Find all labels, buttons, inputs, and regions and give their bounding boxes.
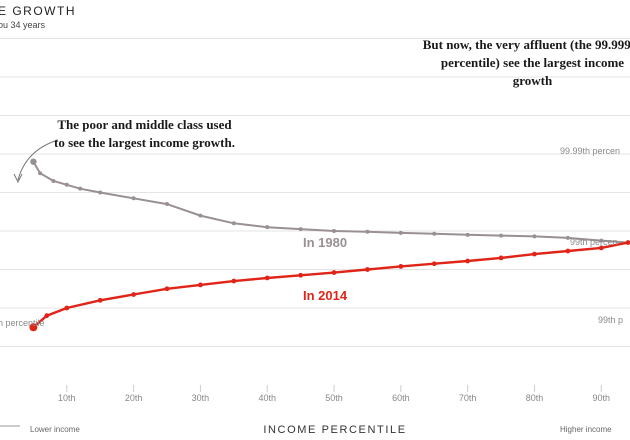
x-axis-title: INCOME PERCENTILE bbox=[263, 424, 407, 436]
right-label-99th: 99th percen bbox=[570, 237, 618, 247]
series-point-1980 bbox=[465, 232, 470, 237]
series-point-1980 bbox=[432, 231, 437, 236]
x-tick-label: 70th bbox=[459, 393, 477, 403]
higher-income-label: Higher income bbox=[560, 425, 612, 434]
series-point-2014 bbox=[298, 272, 304, 278]
annotation-arrowhead bbox=[13, 173, 23, 184]
series-point-2014 bbox=[198, 282, 203, 288]
series-point-1980 bbox=[565, 235, 570, 240]
chart-title: E GROWTH bbox=[0, 4, 76, 18]
series-line-1980 bbox=[32, 161, 629, 244]
series-point-2014 bbox=[231, 278, 237, 284]
series-point-1980 bbox=[298, 227, 303, 232]
series-point-1980 bbox=[198, 213, 203, 218]
series-point-1980 bbox=[532, 234, 537, 239]
series-label-2014: In 2014 bbox=[303, 288, 348, 303]
annotation-poor-middle-class: The poor and middle class used to see th… bbox=[54, 117, 235, 150]
x-tick-label: 30th bbox=[192, 393, 210, 403]
series-line-2014 bbox=[32, 241, 629, 329]
series-point-1980 bbox=[38, 171, 43, 176]
series-point-1980 bbox=[98, 190, 103, 195]
x-tick-label: 60th bbox=[392, 393, 410, 403]
series-point-2014 bbox=[625, 240, 630, 245]
series-point-2014 bbox=[365, 267, 370, 272]
series-point-1980 bbox=[265, 225, 270, 230]
series-point-2014 bbox=[598, 245, 604, 251]
series-point-1980 bbox=[599, 238, 604, 243]
series-point-1980 bbox=[499, 233, 504, 238]
series-point-2014 bbox=[331, 270, 337, 275]
series-point-1980 bbox=[231, 221, 236, 226]
right-label-99-99th: 99.99th percen bbox=[560, 146, 621, 156]
series-label-1980: In 1980 bbox=[303, 235, 348, 250]
series-point-2014 bbox=[565, 248, 571, 254]
x-tick-label: 80th bbox=[526, 393, 544, 403]
series-point-2014 bbox=[532, 251, 537, 257]
series-point-1980 bbox=[365, 229, 370, 234]
series-point-1980 bbox=[131, 196, 136, 201]
annotation-very-affluent: But now, the very affluent (the 99.999th… bbox=[422, 37, 630, 88]
series-point-2014 bbox=[29, 323, 38, 332]
x-axis-ticks: 10th 20th 30th 40th 50th 60th 70th 80th 90th bbox=[58, 385, 610, 403]
left-label-percentile: h percentile bbox=[0, 318, 45, 328]
chart-subtitle: ou 34 years bbox=[0, 20, 46, 30]
series-point-2014 bbox=[44, 313, 50, 319]
series-point-2014 bbox=[398, 264, 404, 269]
x-tick-label: 40th bbox=[258, 393, 276, 403]
series-point-2014 bbox=[131, 292, 137, 297]
series-point-1980 bbox=[51, 178, 56, 183]
right-label-99th-p: 99th p bbox=[598, 315, 624, 325]
series-point-1980 bbox=[332, 229, 337, 233]
x-tick-label: 50th bbox=[325, 393, 343, 403]
series-point-2014 bbox=[64, 305, 70, 311]
series-point-1980 bbox=[165, 202, 170, 207]
series-point-2014 bbox=[164, 286, 170, 292]
series-point-2014 bbox=[498, 255, 504, 261]
x-tick-label: 10th bbox=[58, 393, 76, 403]
series-point-2014 bbox=[465, 258, 471, 264]
lower-income-label: Lower income bbox=[30, 425, 80, 434]
series-point-1980 bbox=[398, 230, 403, 235]
series-point-1980 bbox=[30, 158, 37, 165]
series-point-1980 bbox=[78, 186, 83, 191]
x-tick-label: 20th bbox=[125, 393, 143, 403]
series-point-1980 bbox=[64, 182, 69, 187]
series-point-2014 bbox=[97, 297, 103, 303]
series-layer bbox=[29, 158, 630, 332]
x-tick-label: 90th bbox=[593, 393, 611, 403]
series-point-2014 bbox=[431, 261, 437, 267]
series-point-2014 bbox=[264, 275, 270, 281]
annotation-arrow bbox=[17, 139, 59, 181]
